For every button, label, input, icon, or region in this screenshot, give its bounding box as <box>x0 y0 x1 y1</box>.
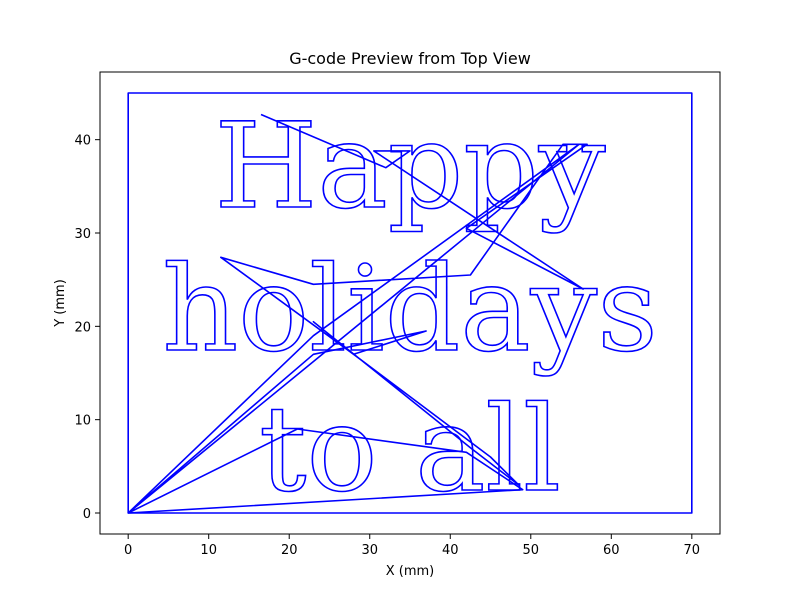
x-tick-label: 20 <box>281 543 298 558</box>
plot-area-frame <box>99 71 721 535</box>
x-tick-label: 40 <box>442 543 459 558</box>
series-travel-path <box>127 113 588 514</box>
x-tick-label: 50 <box>523 543 540 558</box>
engraved-line-holidays: holidays <box>162 240 658 378</box>
engraved-line-happy: Happy <box>215 97 606 235</box>
x-axis-label: X (mm) <box>386 564 435 579</box>
engraved-line-to-all: to all <box>259 380 561 518</box>
series-bounding-frame <box>127 92 693 514</box>
y-tick-label: 10 <box>74 414 91 429</box>
y-tick-label: 20 <box>74 320 91 335</box>
y-tick-label: 40 <box>74 134 91 149</box>
series-layer <box>127 92 693 514</box>
x-tick-label: 0 <box>124 543 132 558</box>
chart-title: G-code Preview from Top View <box>289 49 531 68</box>
y-tick-label: 0 <box>83 507 91 522</box>
x-axis: 0 10 20 30 40 50 60 70 <box>124 534 700 558</box>
y-tick-label: 30 <box>74 227 91 242</box>
engraving-text: Happy holidays to all <box>161 96 658 519</box>
y-axis: 0 10 20 30 40 <box>74 134 100 522</box>
x-tick-label: 10 <box>200 543 217 558</box>
x-tick-label: 70 <box>684 543 701 558</box>
y-axis-label: Y (mm) <box>53 279 68 328</box>
x-tick-label: 30 <box>361 543 378 558</box>
x-tick-label: 60 <box>603 543 620 558</box>
